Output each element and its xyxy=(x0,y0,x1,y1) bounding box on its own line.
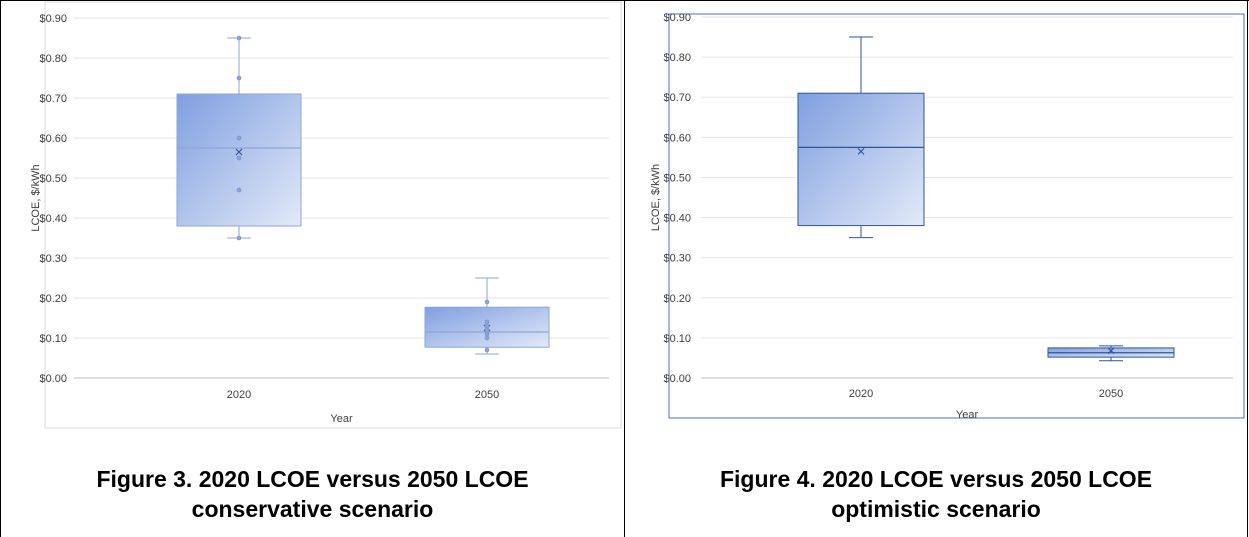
y-tick-label: $0.20 xyxy=(39,293,67,305)
y-tick-label: $0.60 xyxy=(39,133,67,145)
caption-line-2: optimistic scenario xyxy=(831,496,1041,522)
x-axis-title: Year xyxy=(330,413,353,425)
y-tick-label: $0.90 xyxy=(663,12,691,24)
caption-line-1: Figure 4. 2020 LCOE versus 2050 LCOE xyxy=(719,466,1153,492)
y-tick-label: $0.70 xyxy=(39,93,67,105)
caption-line-2: conservative scenario xyxy=(191,496,434,522)
box-iqr xyxy=(797,92,925,227)
y-tick-label: $0.50 xyxy=(39,173,67,185)
data-point xyxy=(484,331,490,337)
y-tick-label: $0.10 xyxy=(39,333,67,345)
data-point xyxy=(484,347,490,353)
data-point xyxy=(484,299,490,305)
y-tick-label: $0.30 xyxy=(39,253,67,265)
y-tick-label: $0.00 xyxy=(663,373,691,385)
y-tick-label: $0.00 xyxy=(39,373,67,385)
y-tick-label: $0.20 xyxy=(663,293,691,305)
y-tick-label: $0.10 xyxy=(663,333,691,345)
x-tick-label: 2050 xyxy=(475,389,499,401)
data-point xyxy=(484,327,490,333)
y-tick-label: $0.40 xyxy=(39,213,67,225)
y-tick-label: $0.30 xyxy=(663,253,691,265)
data-point xyxy=(236,75,242,81)
y-tick-label: $0.40 xyxy=(663,213,691,225)
data-point xyxy=(236,35,242,41)
mean-marker xyxy=(235,148,243,156)
data-point xyxy=(484,323,490,329)
y-tick-label: $0.80 xyxy=(663,52,691,64)
figure-caption-3: Figure 3. 2020 LCOE versus 2050 LCOE con… xyxy=(1,464,624,524)
data-point xyxy=(484,335,490,341)
figure-caption-4: Figure 4. 2020 LCOE versus 2050 LCOE opt… xyxy=(625,464,1247,524)
y-axis-title: LCOE, $/kWh xyxy=(650,164,662,231)
box-iqr xyxy=(424,306,550,348)
y-tick-label: $0.90 xyxy=(39,13,67,25)
x-tick-label: 2020 xyxy=(227,389,251,401)
caption-line-1: Figure 3. 2020 LCOE versus 2050 LCOE xyxy=(96,466,529,492)
boxplot-chart-optimistic: $0.00 $0.10 $0.20 $0.30 $0.40 $0.50 $0.60 $0.70… xyxy=(650,12,1245,421)
y-tick-label: $0.70 xyxy=(663,92,691,104)
data-point xyxy=(236,135,242,141)
mean-marker xyxy=(857,147,865,155)
figure-panel-4: $0.00 $0.10 $0.20 $0.30 $0.40 $0.50 $0.60 $0.70… xyxy=(625,0,1247,537)
data-point xyxy=(236,235,242,241)
chart-frame xyxy=(44,1,622,429)
y-tick-label: $0.60 xyxy=(663,132,691,144)
boxplot-chart-conservative: $0.00 $0.10 $0.20 $0.30 $0.40 $0.50 $0.60 $0.70… xyxy=(30,1,622,429)
data-point xyxy=(484,319,490,325)
table-border-divider xyxy=(624,0,625,537)
y-axis-title: LCOE, $/kWh xyxy=(30,164,42,231)
x-tick-label: 2050 xyxy=(1099,388,1123,400)
mean-marker xyxy=(1107,347,1115,355)
y-tick-label: $0.80 xyxy=(39,53,67,65)
table-border-right xyxy=(1247,0,1248,537)
data-point xyxy=(236,155,242,161)
x-tick-label: 2020 xyxy=(849,388,873,400)
data-point xyxy=(236,187,242,193)
figure-panel-3: $0.00 $0.10 $0.20 $0.30 $0.40 $0.50 $0.60 $0.70… xyxy=(1,0,624,537)
x-axis-title: Year xyxy=(956,409,979,421)
y-tick-label: $0.50 xyxy=(663,172,691,184)
table-border-left xyxy=(0,0,1,537)
